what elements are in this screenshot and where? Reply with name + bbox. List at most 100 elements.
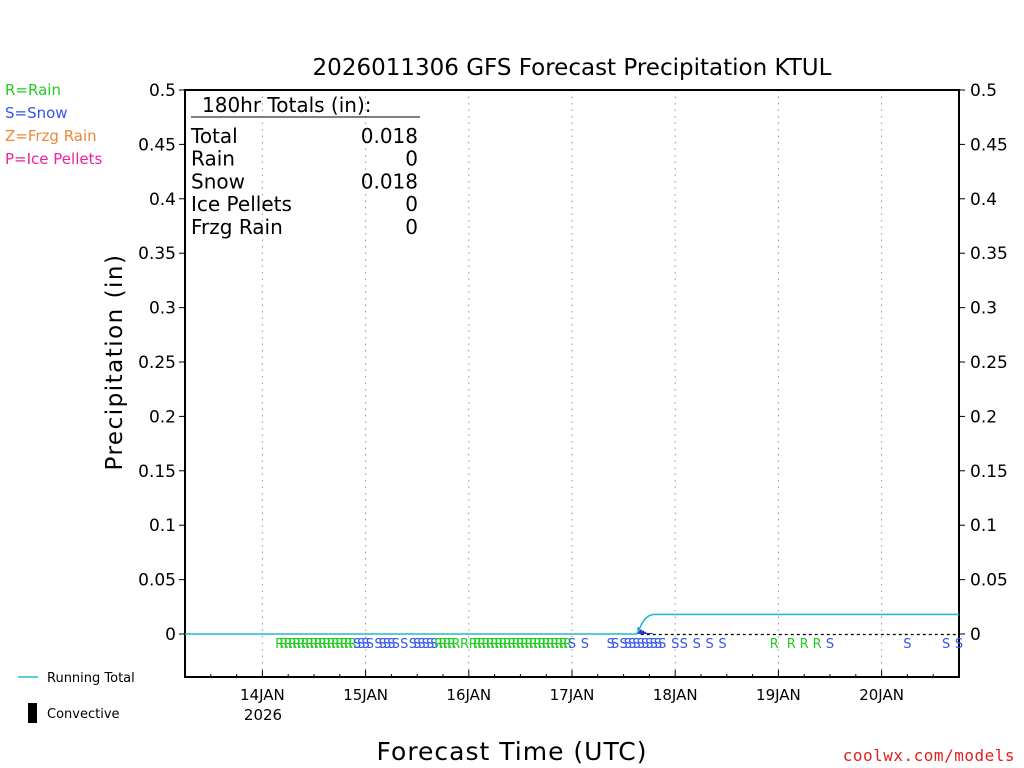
precip-type-marker: R: [490, 637, 499, 652]
y-tick-label-right: 0.4: [970, 190, 997, 210]
y-axis-right: 0 0.05 0.1 0.15 0.2 0.25 0.3 0.35 0.4 0.45 0.5: [959, 81, 1008, 645]
precip-type-marker: S: [422, 637, 430, 652]
precip-type-marker: R: [331, 637, 340, 652]
precip-type-marker: R: [434, 637, 443, 652]
snow-bar: [644, 631, 647, 634]
precip-type-marker: S: [955, 637, 963, 652]
legend-rain: R=Rain: [5, 81, 61, 99]
precip-type-marker: R: [499, 637, 508, 652]
y-tick-label-left: 0.25: [138, 353, 176, 373]
y-tick-label-right: 0.25: [970, 353, 1008, 373]
x-tick-label: 18JAN: [653, 686, 698, 704]
convective-legend-label: Convective: [47, 707, 120, 722]
y-tick-label-right: 0: [970, 625, 981, 645]
y-tick-label-left: 0.3: [149, 299, 176, 319]
precip-type-marker: S: [581, 637, 589, 652]
precip-type-marker: S: [357, 637, 365, 652]
precip-type-marker: R: [297, 637, 306, 652]
chart-title: 2026011306 GFS Forecast Precipitation KT…: [313, 55, 832, 81]
precip-type-marker: R: [309, 637, 318, 652]
y-tick-label-left: 0.35: [138, 244, 176, 264]
precip-type-marker: R: [486, 637, 495, 652]
precip-type-marker: S: [658, 637, 666, 652]
precip-type-marker: R: [537, 637, 546, 652]
precip-type-marker: S: [718, 637, 726, 652]
precip-type-marker: R: [438, 637, 447, 652]
precip-type-marker: S: [353, 637, 361, 652]
precip-type-marker: R: [288, 637, 297, 652]
y-tick-label-right: 0.3: [970, 299, 997, 319]
y-tick-label-left: 0.4: [149, 190, 176, 210]
precip-type-marker: R: [516, 637, 525, 652]
precip-type-marker: R: [563, 637, 572, 652]
precip-type-marker: S: [409, 637, 417, 652]
precip-type-marker: R: [292, 637, 301, 652]
site-credit: coolwx.com/models: [842, 746, 1015, 765]
precip-type-marker: S: [413, 637, 421, 652]
precip-type-marker: R: [520, 637, 529, 652]
precip-type-marker: R: [507, 637, 516, 652]
precip-type-marker: R: [494, 637, 503, 652]
precip-type-marker: S: [903, 637, 911, 652]
y-tick-label-right: 0.5: [970, 81, 997, 101]
precip-type-marker: R: [447, 637, 456, 652]
precip-type-marker: R: [481, 637, 490, 652]
precip-type-marker: S: [637, 637, 645, 652]
totals-row-value: 0: [405, 215, 418, 239]
precip-type-marker: S: [671, 637, 679, 652]
y-axis-left: 0 0.05 0.1 0.15 0.2 0.25 0.3 0.35 0.4 0.45 0.5: [138, 81, 185, 645]
totals-row-value: 0: [405, 147, 418, 171]
x-tick-label: 17JAN: [550, 686, 595, 704]
totals-row-value: 0.018: [361, 169, 418, 193]
precip-type-marker: R: [469, 637, 478, 652]
y-tick-label-left: 0.05: [138, 571, 176, 591]
precip-type-marker: R: [322, 637, 331, 652]
precip-type-marker: R: [335, 637, 344, 652]
snow-bar: [646, 632, 649, 634]
precip-type-marker: S: [942, 637, 950, 652]
precip-type-marker: R: [348, 637, 357, 652]
precip-type-marker: S: [392, 637, 400, 652]
precip-type-marker: S: [374, 637, 382, 652]
totals-row-label: Frzg Rain: [191, 215, 283, 239]
precip-type-marker: R: [550, 637, 559, 652]
precip-type-marker: S: [632, 637, 640, 652]
y-tick-label-right: 0.45: [970, 135, 1008, 155]
y-axis-label: Precipitation (in): [102, 254, 128, 471]
precip-type-marker: S: [641, 637, 649, 652]
precip-type-marker: S: [383, 637, 391, 652]
y-tick-label-right: 0.35: [970, 244, 1008, 264]
totals-rows: Total 0.018 Rain 0 Snow 0.018 Ice Pellets 0 Frzg…: [190, 124, 418, 239]
precip-type-marker: S: [650, 637, 658, 652]
y-tick-label-right: 0.2: [970, 407, 997, 427]
precip-type-marker: R: [460, 637, 469, 652]
precip-type-marker: R: [813, 637, 822, 652]
legend-ice-pellets: P=Ice Pellets: [5, 150, 103, 168]
snow-bar: [650, 632, 653, 634]
precip-type-marker: R: [533, 637, 542, 652]
snow-bar: [648, 632, 651, 634]
x-axis-label: Forecast Time (UTC): [377, 737, 648, 766]
precip-type-marker: R: [301, 637, 310, 652]
precip-type-marker: S: [624, 637, 632, 652]
precip-type-marker: S: [619, 637, 627, 652]
precip-type-marker: R: [512, 637, 521, 652]
precip-type-marker: S: [379, 637, 387, 652]
precip-type-marker: R: [529, 637, 538, 652]
precip-type-marker: S: [693, 637, 701, 652]
running-total-legend-label: Running Total: [47, 671, 135, 686]
precip-type-marker: R: [305, 637, 314, 652]
totals-row-label: Rain: [191, 147, 235, 171]
totals-row-label: Snow: [191, 169, 245, 193]
totals-row-value: 0.018: [361, 124, 418, 148]
precip-type-marker: R: [770, 637, 779, 652]
precip-type-marker: S: [361, 637, 369, 652]
y-tick-label-left: 0.1: [149, 516, 176, 536]
precip-type-marker: R: [477, 637, 486, 652]
precip-type-marker: R: [275, 637, 284, 652]
precip-type-marker: R: [503, 637, 512, 652]
y-tick-label-right: 0.1: [970, 516, 997, 536]
precip-type-marker: S: [826, 637, 834, 652]
totals-header: 180hr Totals (in):: [202, 93, 372, 117]
